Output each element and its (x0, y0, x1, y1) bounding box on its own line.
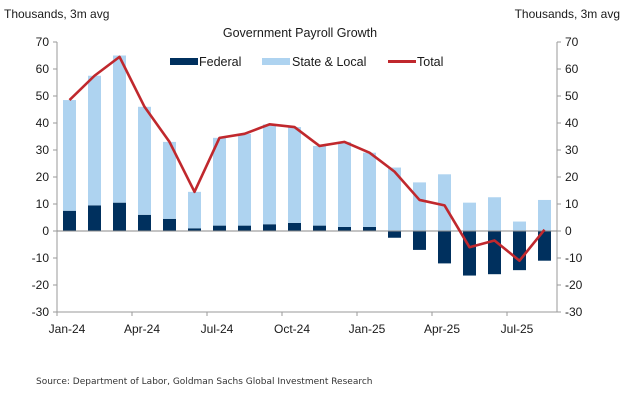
left-y-tick-label: 20 (36, 170, 50, 184)
bar-federal (538, 231, 551, 261)
bar-state-local (488, 197, 501, 231)
bar-state-local (513, 221, 526, 231)
bar-state-local (438, 174, 451, 231)
left-y-tick-label: 0 (42, 224, 49, 238)
left-y-tick-label: 40 (36, 116, 50, 130)
right-y-tick-label: -10 (565, 251, 583, 265)
bar-federal (238, 225, 251, 231)
bar-state-local (138, 106, 151, 215)
legend-swatch-federal (170, 58, 198, 65)
bar-state-local (463, 202, 476, 231)
x-tick-label: Jan-24 (49, 322, 86, 336)
bar-federal (188, 228, 201, 231)
right-y-tick-label: 60 (565, 62, 579, 76)
bar-state-local (188, 191, 201, 229)
bar-state-local (338, 141, 351, 227)
bar-federal (138, 214, 151, 231)
left-axis-label: Thousands, 3m avg (4, 7, 109, 21)
bar-state-local (388, 167, 401, 231)
bar-federal (288, 222, 301, 231)
right-y-tick-label: 40 (565, 116, 579, 130)
bar-state-local (213, 137, 226, 226)
right-y-tick-label: -20 (565, 278, 583, 292)
bar-state-local (263, 124, 276, 225)
bar-federal (113, 202, 126, 231)
right-y-tick-label: 70 (565, 35, 579, 49)
right-y-tick-label: 10 (565, 197, 579, 211)
bar-state-local (163, 141, 176, 219)
bar-state-local (363, 152, 376, 227)
bar-state-local (413, 182, 426, 231)
bar-federal (213, 225, 226, 231)
left-y-tick-label: 10 (36, 197, 50, 211)
right-axis-label: Thousands, 3m avg (515, 7, 620, 21)
bar-federal (63, 210, 76, 231)
left-y-tick-label: 50 (36, 89, 50, 103)
bar-federal (363, 226, 376, 231)
legend-label-federal: Federal (199, 55, 241, 69)
right-y-tick-label: -30 (565, 305, 583, 319)
bar-federal (513, 231, 526, 271)
bar-federal (488, 231, 501, 275)
bar-state-local (63, 100, 76, 211)
left-y-tick-label: 70 (36, 35, 50, 49)
x-tick-label: Oct-24 (274, 322, 310, 336)
bar-federal (388, 231, 401, 238)
bar-state-local (88, 75, 101, 206)
bar-federal (338, 226, 351, 231)
bar-federal (413, 231, 426, 250)
bar-state-local (238, 133, 251, 226)
bar-federal (313, 225, 326, 231)
line-total (68, 55, 546, 263)
left-y-tick-label: -30 (32, 305, 50, 319)
left-y-tick-label: -20 (32, 278, 50, 292)
left-y-tick-label: 60 (36, 62, 50, 76)
source-note: Source: Department of Labor, Goldman Sac… (36, 377, 373, 387)
right-y-tick-label: 30 (565, 143, 579, 157)
x-tick-label: Jul-24 (201, 322, 234, 336)
legend: Federal State & Local Total (170, 55, 443, 69)
right-y-tick-label: 0 (565, 224, 572, 238)
right-y-tick-label: 20 (565, 170, 579, 184)
chart-title: Government Payroll Growth (223, 26, 377, 40)
bar-federal (263, 224, 276, 231)
bar-federal (163, 218, 176, 231)
bar-federal (438, 231, 451, 264)
right-y-tick-label: 50 (565, 89, 579, 103)
bar-federal (88, 205, 101, 231)
bar-state-local (538, 199, 551, 231)
bar-state-local (313, 145, 326, 226)
legend-label-state-local: State & Local (292, 55, 366, 69)
x-tick-label: Apr-24 (124, 322, 160, 336)
bar-state-local (288, 127, 301, 223)
x-tick-label: Jul-25 (501, 322, 534, 336)
legend-label-total: Total (417, 55, 443, 69)
x-tick-label: Jan-25 (349, 322, 386, 336)
left-y-tick-label: 30 (36, 143, 50, 157)
legend-swatch-state-local (262, 58, 290, 65)
bar-state-local (113, 55, 126, 203)
x-tick-label: Apr-25 (424, 322, 460, 336)
left-y-tick-label: -10 (32, 251, 50, 265)
